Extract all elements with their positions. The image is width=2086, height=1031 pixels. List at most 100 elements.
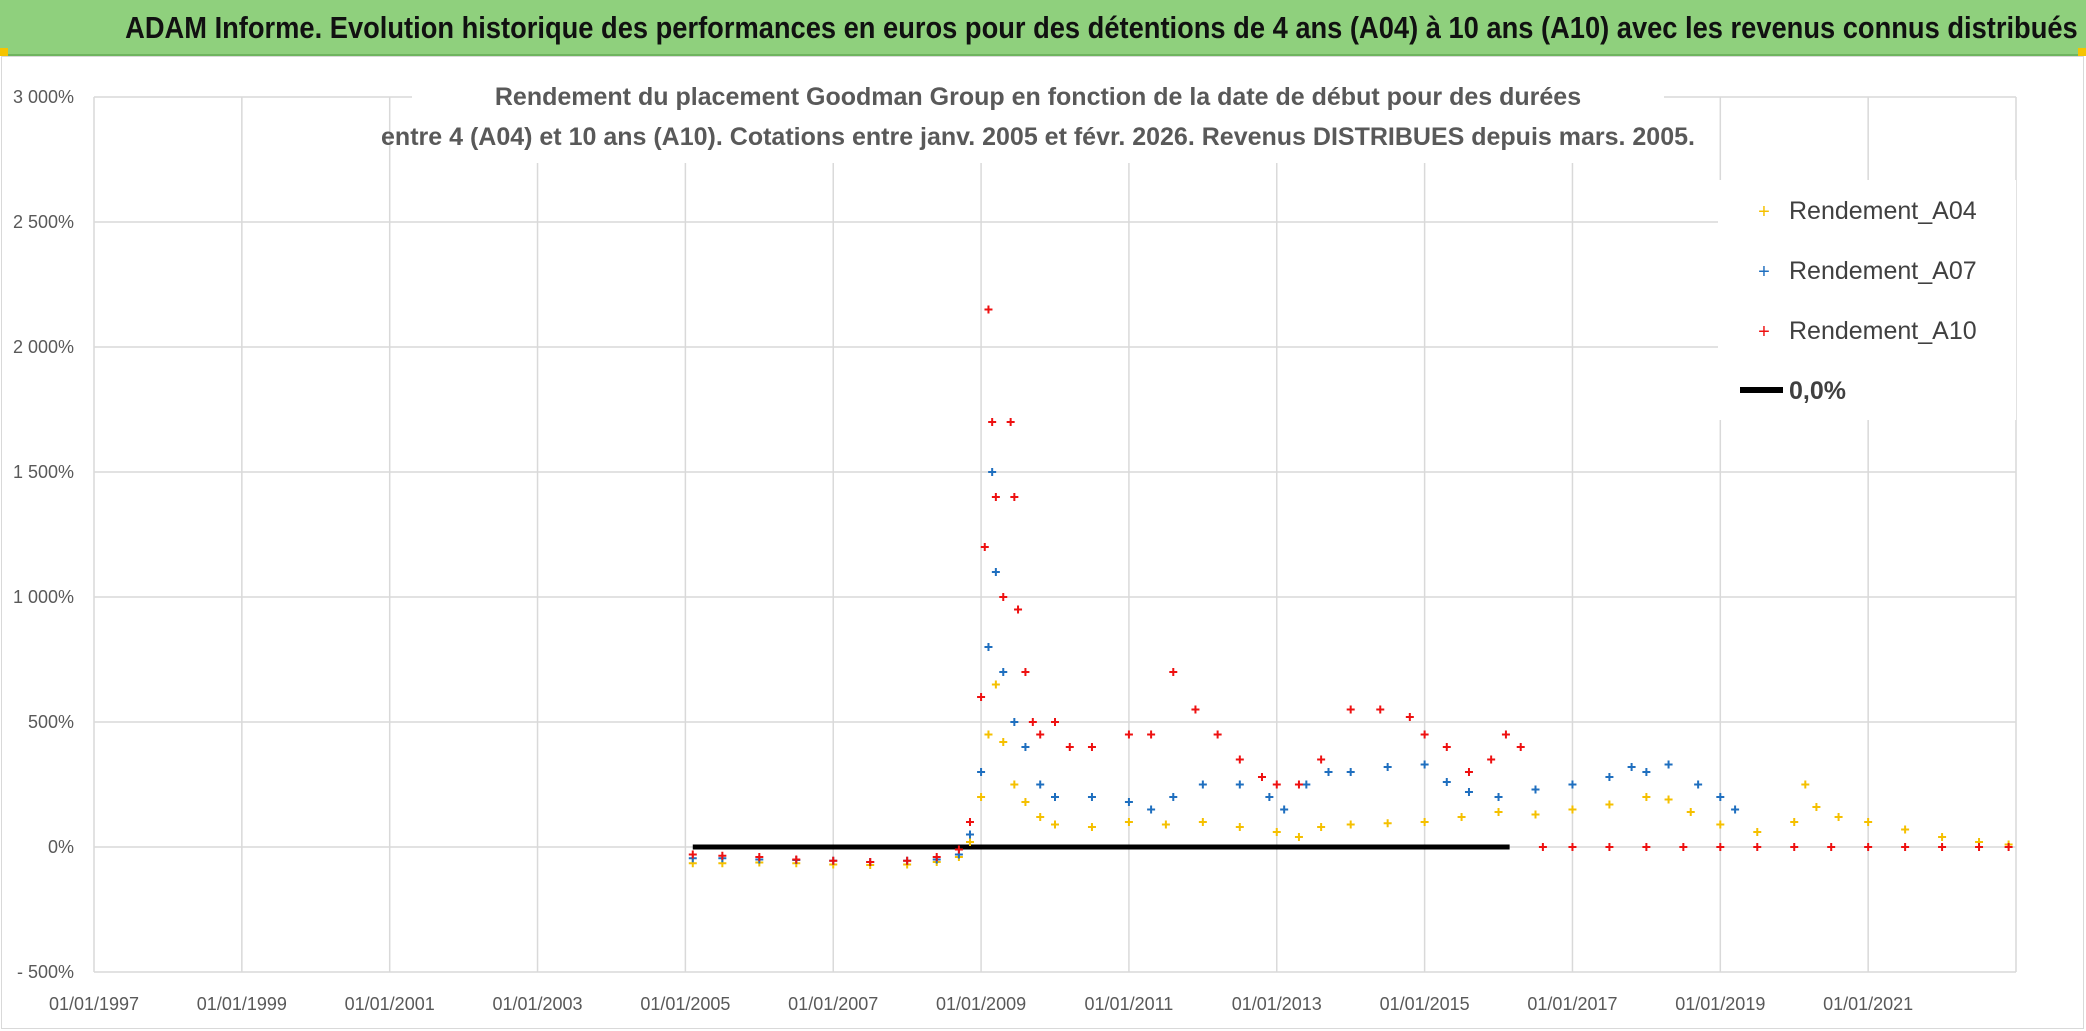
Rendement_A10-point-46 bbox=[1605, 843, 1614, 851]
Rendement_A10-point-37 bbox=[1405, 713, 1414, 721]
x-tick-label-4: 01/01/2005 bbox=[640, 994, 730, 1014]
Rendement_A10-point-27 bbox=[1169, 668, 1178, 676]
Rendement_A07-point-41 bbox=[1694, 780, 1703, 789]
legend-a10-marker: + bbox=[1758, 321, 1770, 343]
Rendement_A10-point-21 bbox=[1036, 730, 1045, 739]
Rendement_A10-point-54 bbox=[1901, 843, 1910, 851]
Rendement_A10-point-3 bbox=[792, 855, 801, 864]
Rendement_A07-point-36 bbox=[1568, 780, 1577, 789]
gridlines bbox=[93, 96, 2017, 973]
Rendement_A10-point-41 bbox=[1487, 755, 1496, 764]
Rendement_A10-point-29 bbox=[1213, 730, 1222, 739]
x-tick-label-11: 01/01/2019 bbox=[1675, 994, 1765, 1014]
Rendement_A10-point-56 bbox=[1975, 843, 1984, 851]
Rendement_A10-point-45 bbox=[1568, 843, 1577, 851]
Rendement_A07-point-12 bbox=[988, 468, 997, 476]
Rendement_A07-point-22 bbox=[1169, 793, 1178, 801]
x-tick-label-2: 01/01/2001 bbox=[345, 994, 435, 1014]
legend-a07-marker: + bbox=[1758, 261, 1770, 283]
legend-bg bbox=[1718, 180, 2016, 420]
Rendement_A10-point-13 bbox=[988, 418, 997, 426]
Rendement_A07-point-43 bbox=[1731, 805, 1740, 814]
y-tick-label-4: 1 500% bbox=[13, 462, 74, 482]
Rendement_A04-point-36 bbox=[1686, 808, 1695, 816]
Rendement_A10-point-15 bbox=[999, 593, 1008, 601]
header-banner-title: ADAM Informe. Evolution historique des p… bbox=[125, 10, 2078, 45]
Rendement_A10-point-48 bbox=[1679, 843, 1688, 851]
Rendement_A07-point-19 bbox=[1087, 793, 1096, 801]
Rendement_A07-point-9 bbox=[965, 830, 974, 839]
legend-a04-label: Rendement_A04 bbox=[1789, 197, 1977, 225]
legend-a04-marker: + bbox=[1758, 201, 1770, 223]
Rendement_A07-point-32 bbox=[1442, 778, 1451, 786]
Rendement_A04-point-24 bbox=[1294, 833, 1303, 841]
Rendement_A10-point-38 bbox=[1420, 730, 1429, 739]
y-tick-label-6: 2 500% bbox=[13, 212, 74, 232]
y-tick-label-5: 2 000% bbox=[13, 337, 74, 357]
x-tick-label-0: 01/01/1997 bbox=[49, 994, 139, 1014]
Rendement_A10-point-16 bbox=[1006, 418, 1015, 426]
Rendement_A10-point-0 bbox=[688, 850, 697, 859]
series-a07-points bbox=[688, 468, 1740, 866]
chart-title-bg bbox=[412, 75, 1664, 163]
Rendement_A10-point-36 bbox=[1376, 705, 1385, 714]
Rendement_A07-point-11 bbox=[984, 643, 993, 651]
Rendement_A07-point-37 bbox=[1605, 773, 1614, 781]
chart-title-line1: Rendement du placement Goodman Group en … bbox=[495, 83, 1581, 111]
Rendement_A10-point-47 bbox=[1642, 843, 1651, 851]
series-a10-points bbox=[688, 305, 2013, 866]
Rendement_A04-point-44 bbox=[1901, 825, 1910, 834]
Rendement_A10-point-40 bbox=[1464, 768, 1473, 776]
y-tick-label-3: 1 000% bbox=[13, 587, 74, 607]
Rendement_A10-point-43 bbox=[1516, 743, 1525, 751]
corner-mark-right bbox=[2078, 48, 2086, 56]
Rendement_A10-point-4 bbox=[829, 856, 838, 865]
Rendement_A10-point-9 bbox=[965, 818, 974, 826]
Rendement_A04-point-14 bbox=[1010, 780, 1019, 789]
Rendement_A10-point-8 bbox=[954, 845, 963, 854]
Rendement_A10-point-35 bbox=[1346, 705, 1355, 714]
Rendement_A04-point-23 bbox=[1272, 828, 1281, 836]
Rendement_A04-point-9 bbox=[965, 838, 974, 846]
Rendement_A04-point-32 bbox=[1568, 805, 1577, 814]
Rendement_A04-point-17 bbox=[1051, 820, 1059, 829]
Rendement_A07-point-14 bbox=[999, 668, 1008, 676]
Rendement_A04-point-27 bbox=[1383, 819, 1392, 828]
Rendement_A10-point-14 bbox=[991, 493, 1000, 501]
Rendement_A07-point-27 bbox=[1302, 780, 1311, 789]
Rendement_A04-point-18 bbox=[1087, 823, 1096, 831]
Rendement_A07-point-30 bbox=[1383, 763, 1392, 771]
Rendement_A07-point-40 bbox=[1664, 760, 1673, 769]
legend-a07-label: Rendement_A07 bbox=[1789, 257, 1977, 285]
Rendement_A10-point-34 bbox=[1317, 755, 1326, 764]
Rendement_A04-point-43 bbox=[1864, 818, 1873, 826]
Rendement_A10-point-30 bbox=[1235, 755, 1244, 764]
x-axis-ticks: 01/01/1997 01/01/1999 01/01/2001 01/01/2003… bbox=[49, 994, 1913, 1014]
Rendement_A07-point-28 bbox=[1324, 768, 1333, 776]
Rendement_A07-point-39 bbox=[1642, 768, 1651, 776]
Rendement_A04-point-41 bbox=[1812, 803, 1821, 811]
Rendement_A07-point-15 bbox=[1010, 718, 1019, 726]
Rendement_A07-point-26 bbox=[1280, 805, 1289, 814]
Rendement_A10-point-50 bbox=[1753, 843, 1762, 851]
Rendement_A04-point-42 bbox=[1834, 813, 1843, 821]
Rendement_A10-point-12 bbox=[984, 305, 993, 314]
Rendement_A10-point-17 bbox=[1010, 493, 1019, 501]
Rendement_A04-point-37 bbox=[1716, 820, 1725, 829]
Rendement_A10-point-51 bbox=[1790, 843, 1799, 851]
Rendement_A10-point-44 bbox=[1538, 843, 1547, 851]
y-tick-label-1: 0% bbox=[48, 837, 74, 857]
Rendement_A10-point-20 bbox=[1028, 718, 1037, 726]
Rendement_A07-point-34 bbox=[1494, 793, 1503, 801]
x-tick-label-3: 01/01/2003 bbox=[492, 994, 582, 1014]
legend-item-zero: 0,0% bbox=[1740, 377, 1846, 405]
Rendement_A04-point-15 bbox=[1021, 798, 1030, 806]
legend-a10-label: Rendement_A10 bbox=[1789, 317, 1977, 345]
Rendement_A04-point-39 bbox=[1790, 818, 1799, 826]
Rendement_A07-point-24 bbox=[1235, 780, 1244, 789]
Rendement_A07-point-25 bbox=[1265, 793, 1274, 801]
Rendement_A10-point-26 bbox=[1147, 730, 1156, 739]
legend: + Rendement_A04 + Rendement_A07 + Rendem… bbox=[1740, 197, 1977, 405]
Rendement_A07-point-21 bbox=[1147, 805, 1156, 814]
Rendement_A07-point-13 bbox=[991, 568, 1000, 576]
